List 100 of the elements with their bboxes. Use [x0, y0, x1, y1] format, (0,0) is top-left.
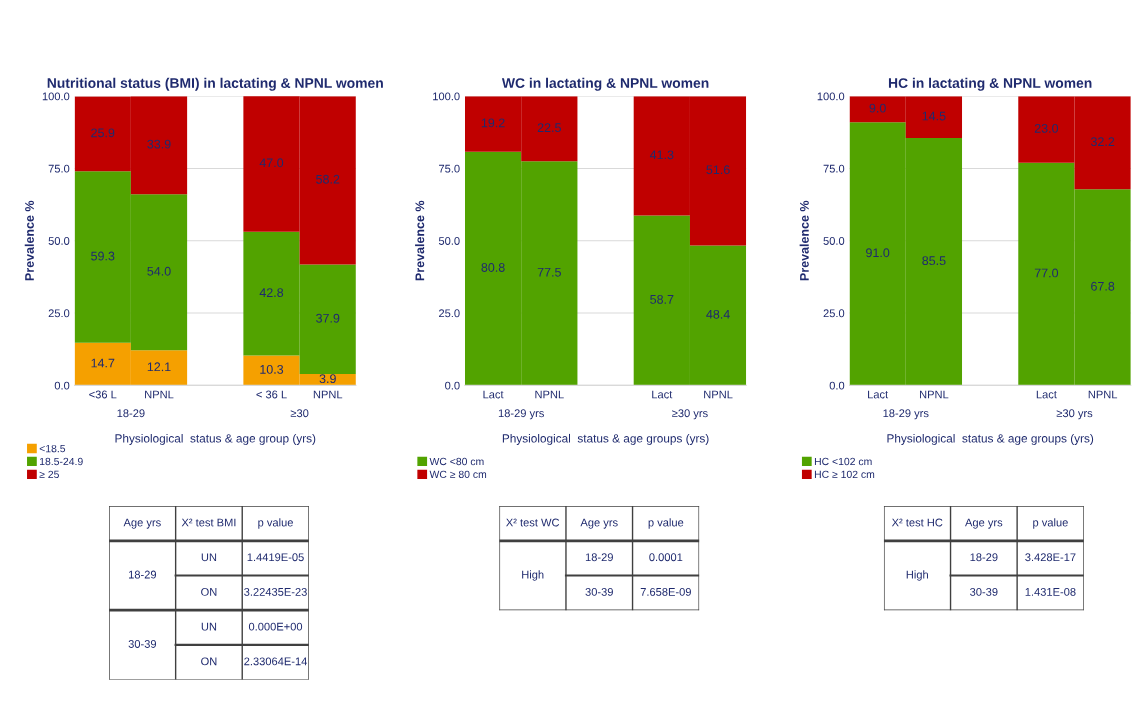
text: X² test WC [506, 518, 560, 527]
x-tick-label: NPNL [145, 390, 174, 399]
x-tick-label: NPNL [313, 390, 343, 399]
text: 7.658E-09 [640, 587, 691, 596]
text: p value [648, 518, 684, 529]
data-label: 10.3 [260, 364, 284, 374]
text: X² test HC [891, 518, 943, 527]
data-label: 67.8 [1091, 281, 1115, 291]
text: 3.22435E-23 [244, 587, 307, 596]
legend-label: 18.5-24.9 [40, 457, 83, 466]
data-label: 3.9 [319, 374, 336, 384]
y-tick-label: 0.0 [54, 381, 70, 390]
text: 1.4419E-05 [247, 553, 304, 562]
text: 30-39 [585, 587, 613, 596]
x-tick-label: NPNL [1088, 390, 1118, 399]
text: 18-29 [585, 553, 613, 562]
y-tick-label: 100.0 [433, 92, 460, 101]
text: 18-29 [117, 409, 145, 418]
text: p value [258, 518, 293, 529]
text: 3.428E-17 [1025, 553, 1076, 562]
data-label: 47.0 [259, 158, 284, 168]
data-label: 85.5 [922, 256, 946, 266]
data-label: 58.7 [650, 294, 674, 304]
text: ≥30 yrs [1056, 409, 1093, 420]
y-tick-label: 50.0 [438, 237, 460, 245]
data-label: 80.8 [481, 263, 505, 272]
data-label: 19.2 [481, 118, 505, 128]
text: 30-39 [970, 587, 998, 596]
y-tick-label: 100.0 [817, 92, 845, 101]
y-tick-label: 75.0 [48, 164, 70, 173]
x-tick-label: NPNL [919, 390, 949, 399]
x-tick-label: Lact [1036, 390, 1057, 399]
data-label: 23.0 [1034, 123, 1059, 133]
data-label: 91.0 [866, 248, 890, 258]
y-tick-label: 0.0 [445, 381, 460, 390]
legend-label: <18.5 [39, 444, 66, 453]
chart-title: Nutritional status (BMI) in lactating & NPNL women [47, 77, 383, 91]
text: p value [1033, 518, 1068, 529]
x-tick-label: <36 L [89, 390, 117, 399]
data-label: 25.9 [91, 128, 115, 138]
y-axis-title: Prevalence % [415, 200, 425, 281]
text: ON [201, 657, 217, 666]
y-tick-label: 100.0 [42, 92, 70, 101]
text: Age yrs [965, 518, 1003, 529]
x-axis-title: Physiological status & age groups (yrs) [887, 433, 1094, 445]
data-label: 41.3 [649, 150, 674, 160]
text: 0.0001 [649, 553, 683, 562]
data-label: 59.3 [91, 251, 115, 261]
text: 0.000E+00 [248, 622, 303, 631]
text: 18-29 [970, 553, 998, 562]
y-tick-label: 50.0 [823, 237, 845, 245]
data-label: 9.0 [869, 103, 886, 113]
x-tick-label: Lact [483, 390, 504, 399]
y-tick-label: 75.0 [823, 164, 845, 173]
x-tick-label: Lact [868, 390, 889, 399]
text: 30-39 [128, 640, 157, 648]
text: 2.33064E-14 [244, 657, 308, 666]
data-label: 77.0 [1034, 268, 1059, 278]
chart-title: WC in lactating & NPNL women [501, 77, 709, 91]
text: X² test BMI [181, 518, 236, 527]
chart-title: HC in lactating & NPNL women [888, 77, 1092, 91]
data-label: 12.1 [147, 362, 171, 372]
text: High [906, 570, 928, 581]
x-axis-title: Physiological status & age group (yrs) [115, 433, 316, 445]
text: ≥30 yrs [672, 409, 708, 420]
legend-label: ≥ 25 [39, 470, 59, 479]
text: 18-29 yrs [498, 409, 544, 420]
data-label: 54.0 [147, 266, 171, 276]
x-axis-title: Physiological status & age groups (yrs) [502, 433, 709, 445]
text: High [522, 570, 544, 581]
legend-label: WC ≥ 80 cm [429, 470, 487, 479]
y-axis-title: Prevalence % [24, 200, 34, 281]
data-label: 22.5 [537, 123, 561, 133]
data-label: 77.5 [537, 267, 561, 277]
data-label: 14.7 [91, 358, 115, 368]
y-axis-title: Prevalence % [799, 200, 809, 281]
legend-label: HC ≥ 102 cm [814, 470, 875, 479]
data-label: 48.4 [706, 309, 730, 319]
text: ≥30 [290, 409, 309, 418]
text: 18-29 yrs [883, 409, 929, 420]
data-label: 14.5 [922, 111, 946, 121]
text: 1.431E-08 [1025, 587, 1076, 596]
text: 18-29 [128, 570, 157, 579]
data-label: 33.9 [147, 139, 171, 149]
data-label: 37.9 [316, 313, 340, 323]
legend-label: HC <102 cm [814, 457, 872, 466]
y-tick-label: 25.0 [823, 309, 845, 318]
y-tick-label: 50.0 [48, 237, 70, 245]
y-tick-label: 75.0 [439, 164, 460, 173]
legend-label: WC <80 cm [429, 457, 484, 466]
text: Age yrs [123, 518, 161, 529]
text: ON [201, 587, 217, 596]
y-tick-label: 25.0 [439, 309, 460, 318]
y-tick-label: 25.0 [48, 309, 70, 318]
data-label: 42.8 [259, 288, 284, 298]
x-tick-label: < 36 L [256, 390, 287, 399]
text: Age yrs [580, 518, 618, 529]
x-tick-label: NPNL [704, 390, 733, 399]
x-tick-label: Lact [652, 390, 673, 399]
text: UN [201, 553, 217, 562]
